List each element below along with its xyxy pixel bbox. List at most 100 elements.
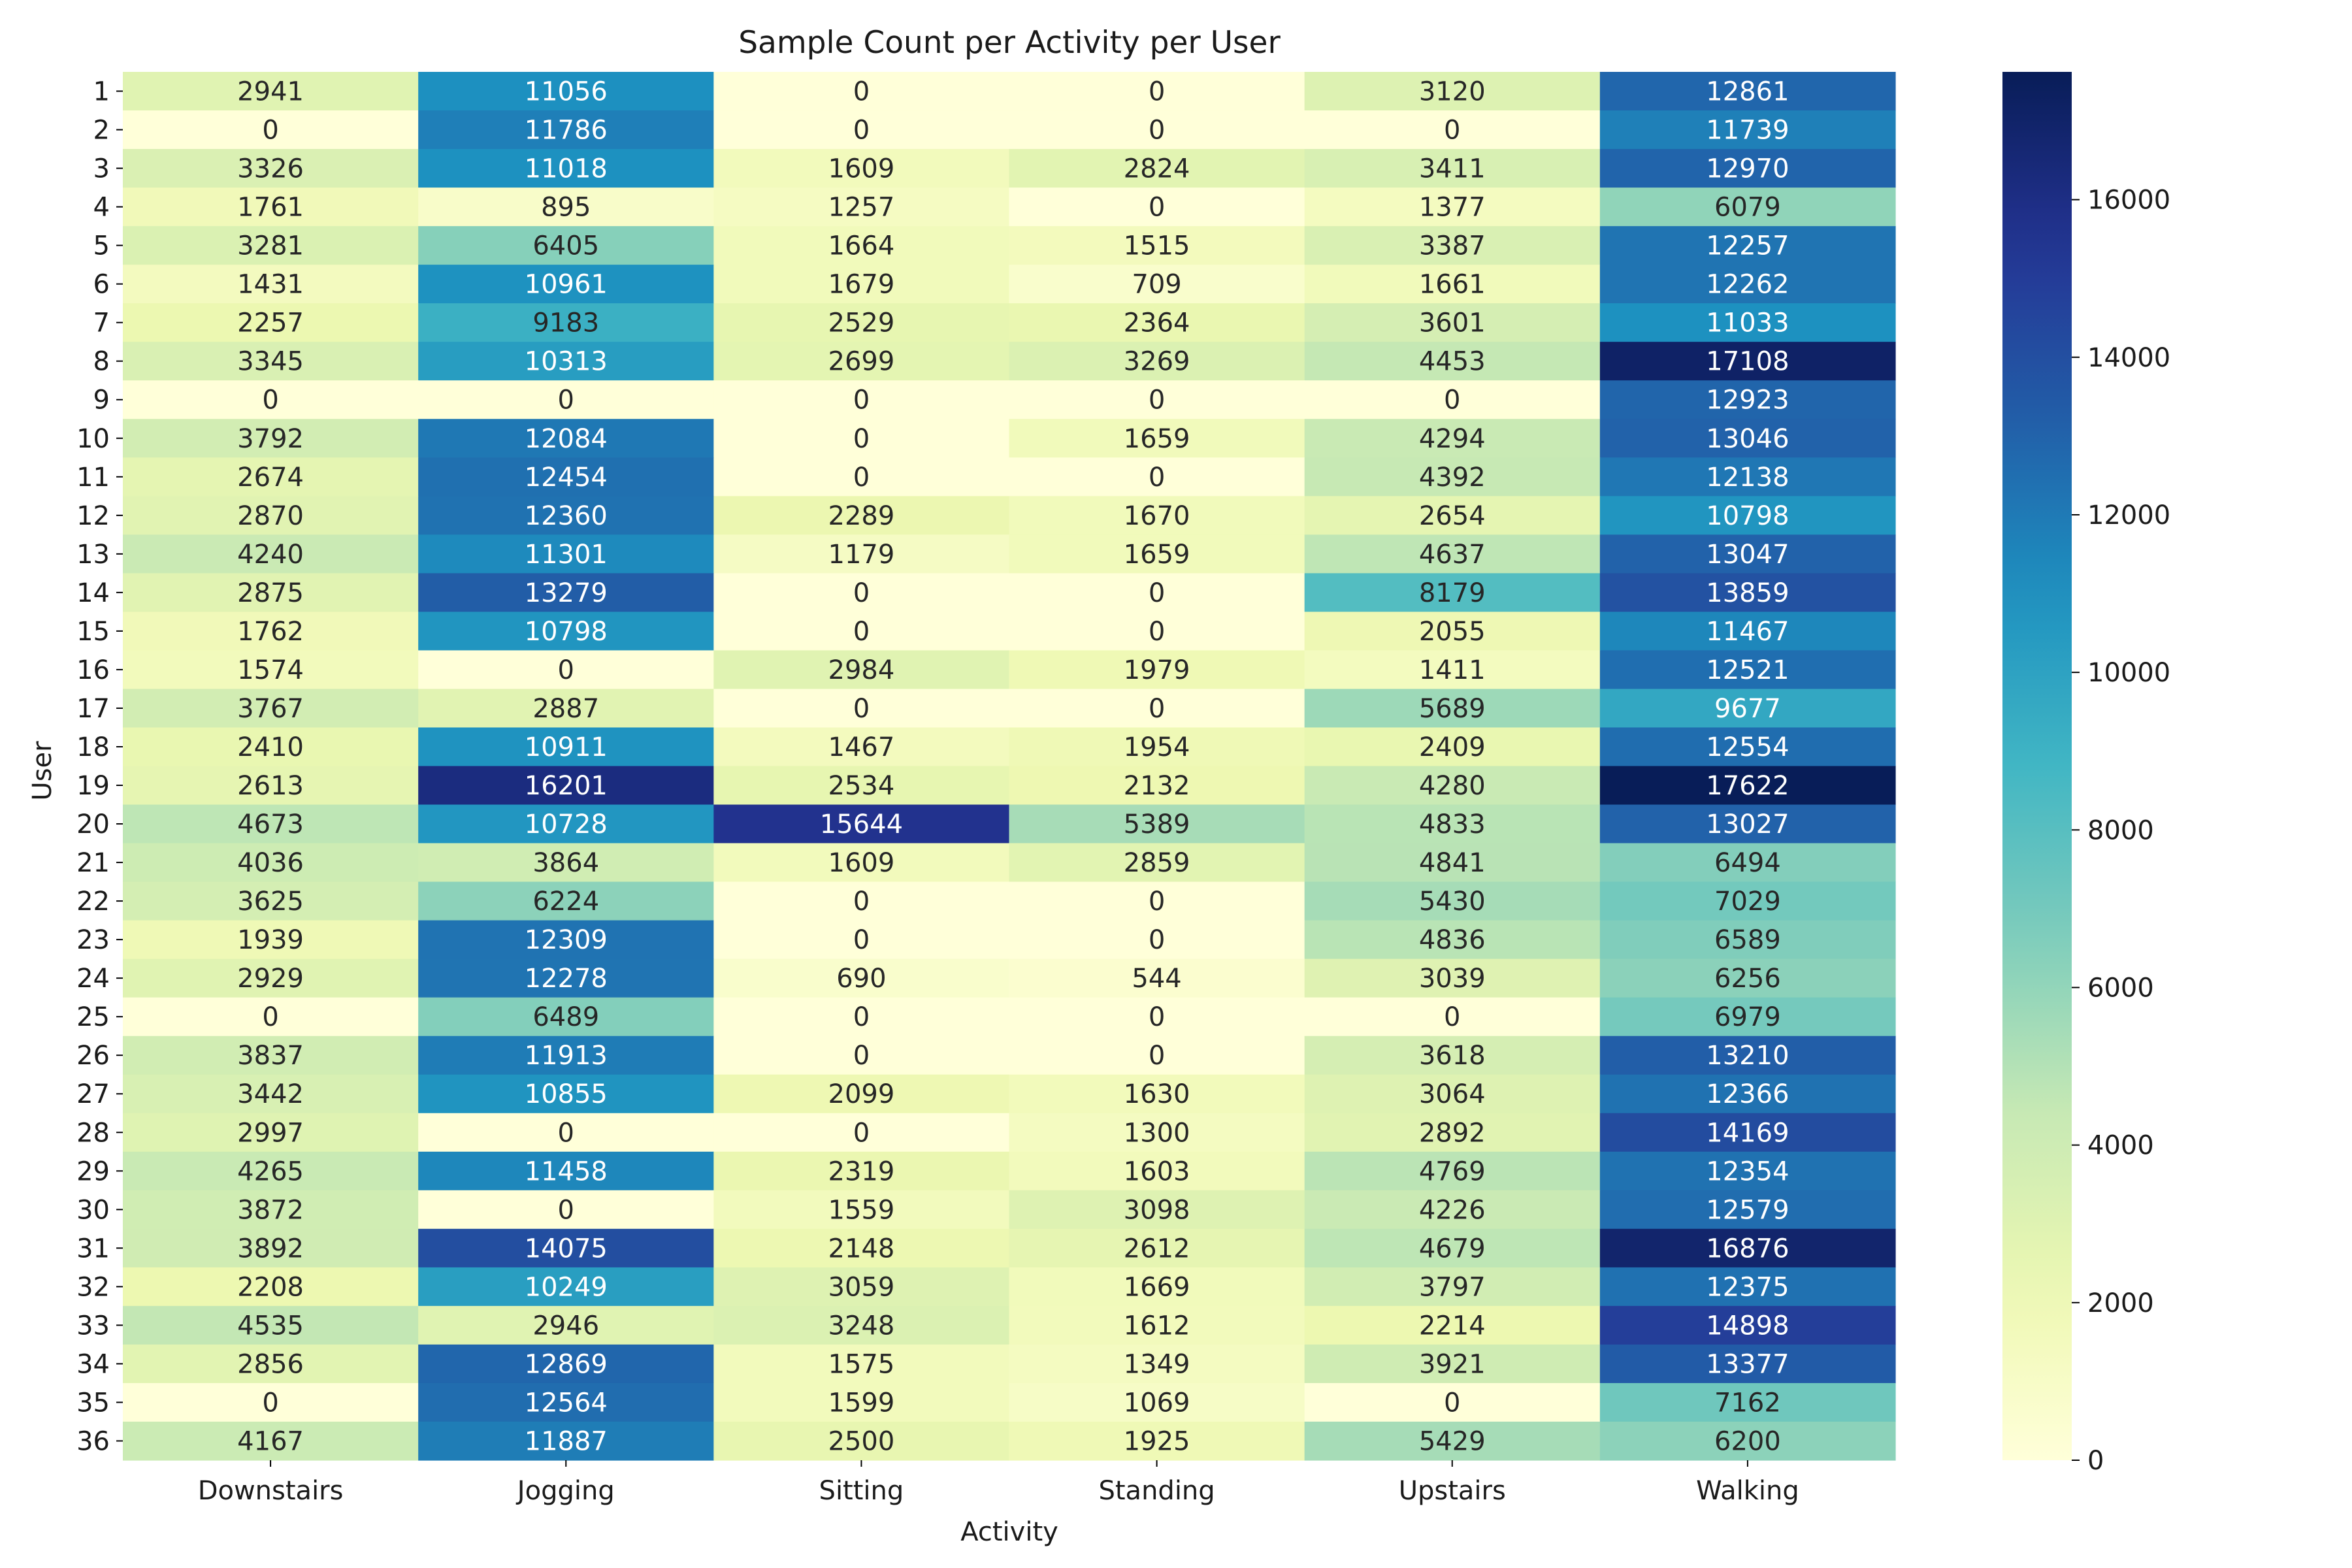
cell-value-label: 4240 [237,540,304,570]
y-tick-label: 9 [93,385,110,416]
heatmap-cell [1599,1267,1896,1307]
y-tick-label: 27 [76,1079,110,1109]
cell-value-label: 0 [1149,925,1165,955]
heatmap-cell [418,727,714,767]
cell-value-label: 1603 [1124,1156,1190,1186]
heatmap-cell [1304,1305,1601,1345]
heatmap-cell [1304,1151,1601,1191]
heatmap-cell [418,72,714,111]
cell-value-label: 8179 [1419,578,1486,608]
heatmap-cell [1304,534,1601,574]
cell-value-label: 2984 [828,655,895,685]
cell-value-label: 13210 [1706,1041,1789,1071]
cell-value-label: 1659 [1124,540,1190,570]
cell-value-label: 0 [1444,1388,1460,1418]
cell-value-label: 1574 [237,655,304,685]
heatmap-cell [1009,496,1305,535]
cell-value-label: 1925 [1124,1426,1190,1456]
heatmap-cell [713,1305,1010,1345]
cell-value-label: 1300 [1124,1118,1190,1148]
cell-value-label: 6224 [532,887,599,917]
heatmap-cell [1009,1421,1305,1461]
heatmap-cell [1009,380,1305,419]
cell-value-label: 2208 [237,1272,304,1302]
y-tick-label: 25 [76,1002,110,1032]
heatmap-cell [713,457,1010,497]
cell-value-label: 2364 [1124,308,1190,338]
cell-value-label: 3892 [237,1233,304,1264]
heatmap-cell [1599,419,1896,458]
x-tick-label: Sitting [819,1476,904,1506]
heatmap-cell [418,1190,714,1230]
heatmap-cell [1009,188,1305,227]
heatmap-cell [713,1074,1010,1114]
cell-value-label: 0 [262,1002,278,1032]
cell-value-label: 0 [1444,116,1460,146]
cell-value-label: 4294 [1419,424,1486,454]
heatmap-cell [1599,997,1896,1037]
heatmap-cell [1599,804,1896,844]
heatmap-cell [123,419,419,458]
cell-value-label: 0 [853,385,870,416]
cell-value-label: 0 [1444,385,1460,416]
heatmap-cell [1009,727,1305,767]
cell-value-label: 3921 [1419,1349,1486,1379]
cell-value-label: 2612 [1124,1233,1190,1264]
cell-value-label: 12360 [525,501,608,531]
x-tick-label: Downstairs [198,1476,344,1506]
x-axis-label: Activity [960,1517,1058,1547]
cell-value-label: 13377 [1706,1349,1789,1379]
cell-value-label: 0 [1149,193,1165,223]
heatmap-cell [123,997,419,1037]
heatmap-cell [418,342,714,381]
cell-value-label: 12366 [1706,1079,1789,1109]
heatmap-cell [1009,650,1305,690]
cell-value-label: 0 [853,77,870,107]
heatmap-cell [713,534,1010,574]
y-tick-label: 7 [93,308,110,338]
cell-value-label: 1670 [1124,501,1190,531]
cell-value-label: 10798 [1706,501,1789,531]
cell-value-label: 13027 [1706,809,1789,840]
heatmap-cell [1304,342,1601,381]
heatmap-cell [1304,265,1601,304]
cell-value-label: 14169 [1706,1118,1789,1148]
cell-value-label: 2132 [1124,771,1190,801]
heatmap-cell [1304,303,1601,342]
y-tick-label: 21 [76,848,110,878]
colorbar-tick-label: 4000 [2087,1131,2154,1161]
cell-value-label: 0 [853,1041,870,1071]
cell-value-label: 2319 [828,1156,895,1186]
cell-value-label: 1377 [1419,193,1486,223]
heatmap-cell [418,1267,714,1307]
cell-value-label: 11018 [525,154,608,184]
heatmap-cell [1599,534,1896,574]
chart-title: Sample Count per Activity per User [738,25,1281,61]
heatmap-cell [1304,650,1601,690]
heatmap-cell [1304,1382,1601,1422]
heatmap-cell [713,997,1010,1037]
heatmap-cell [123,303,419,342]
heatmap-cell [123,650,419,690]
cell-value-label: 2997 [237,1118,304,1148]
cell-value-label: 14898 [1706,1311,1789,1341]
heatmap-cell [123,1036,419,1075]
y-tick-label: 17 [76,694,110,724]
heatmap-cell [1599,843,1896,883]
y-tick-label: 10 [76,424,110,454]
heatmap-cell [123,110,419,150]
heatmap-cell [123,1113,419,1152]
cell-value-label: 0 [1149,385,1165,416]
cell-value-label: 2929 [237,964,304,994]
x-tick-label: Jogging [515,1476,615,1506]
heatmap-cell [418,149,714,188]
cell-value-label: 12138 [1706,463,1789,493]
cell-value-label: 0 [262,1388,278,1418]
cell-value-label: 3767 [237,694,304,724]
heatmap-cell [1599,920,1896,960]
heatmap-cell [1304,1228,1601,1268]
heatmap-cell [418,1344,714,1384]
heatmap-cell [1304,573,1601,612]
cell-value-label: 12564 [525,1388,608,1418]
y-axis-ticks: 1234567891011121314151617181920212223242… [76,77,123,1456]
